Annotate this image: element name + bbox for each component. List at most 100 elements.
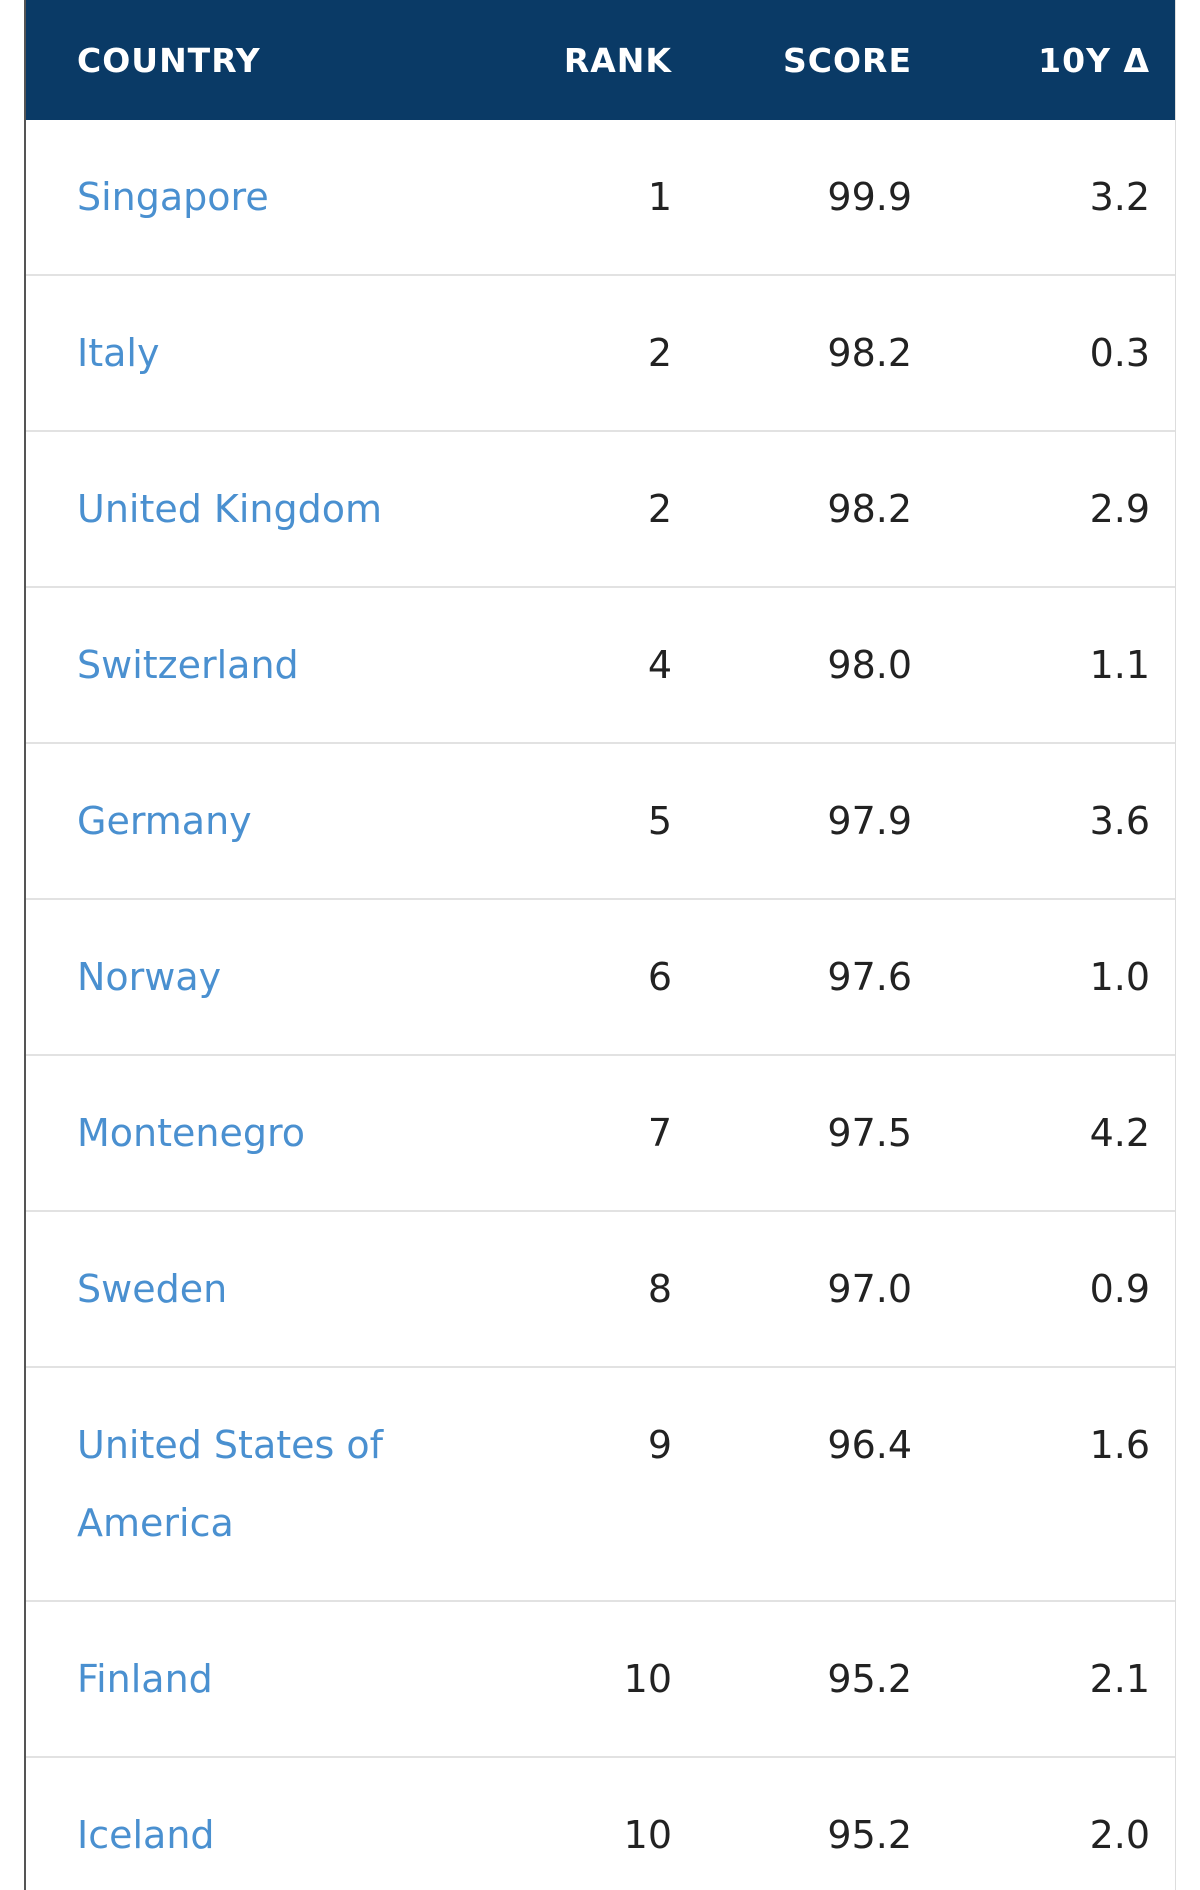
cell-value: 97.6 <box>827 955 912 999</box>
table-row: Italy 2 98.2 0.3 <box>26 275 1175 432</box>
country-link: Finland <box>26 1601 496 1758</box>
table-body: Singapore 1 99.9 3.2 Italy 2 98.2 0.3 United Kin… <box>26 120 1175 1890</box>
country-name[interactable]: United States of America <box>77 1423 384 1545</box>
cell-value: 6 <box>647 955 672 999</box>
cell: 0.9 <box>912 1211 1175 1368</box>
table-row: United Kingdom 2 98.2 2.9 <box>26 431 1175 588</box>
country-name[interactable]: Finland <box>77 1657 213 1701</box>
cell-value: 7 <box>647 1111 672 1155</box>
cell-value: 0.9 <box>1089 1267 1150 1311</box>
table-header: COUNTRY RANK SCORE 10Y Δ <box>26 0 1175 120</box>
cell-value: 1.6 <box>1089 1423 1150 1467</box>
table-row: Norway 6 97.6 1.0 <box>26 899 1175 1056</box>
cell: 2.9 <box>912 431 1175 588</box>
cell: 1.0 <box>912 899 1175 1056</box>
country-link: Singapore <box>26 120 496 276</box>
cell-value: 95.2 <box>827 1813 912 1857</box>
table-row: Germany 5 97.9 3.6 <box>26 743 1175 900</box>
cell-value: 2.9 <box>1089 487 1150 531</box>
cell-value: 0.3 <box>1089 331 1150 375</box>
table-row: Sweden 8 97.0 0.9 <box>26 1211 1175 1368</box>
column-header[interactable]: SCORE <box>672 0 912 120</box>
cell: 10 <box>496 1757 672 1890</box>
cell-value: 2.1 <box>1089 1657 1150 1701</box>
cell: 3.2 <box>912 120 1175 276</box>
cell-value: 4 <box>647 643 672 687</box>
cell: 97.5 <box>672 1055 912 1212</box>
cell-value: 2 <box>647 487 672 531</box>
table-row: Singapore 1 99.9 3.2 <box>26 120 1175 276</box>
cell: 0.3 <box>912 275 1175 432</box>
cell-value: 10 <box>623 1657 672 1701</box>
cell-value: 98.2 <box>827 331 912 375</box>
cell: 5 <box>496 743 672 900</box>
table-row: Iceland 10 95.2 2.0 <box>26 1757 1175 1890</box>
country-link: Montenegro <box>26 1055 496 1212</box>
cell: 98.2 <box>672 275 912 432</box>
country-name[interactable]: Switzerland <box>77 643 299 687</box>
country-name[interactable]: Singapore <box>77 175 269 219</box>
column-header[interactable]: RANK <box>496 0 672 120</box>
country-link: Italy <box>26 275 496 432</box>
cell: 1.6 <box>912 1367 1175 1602</box>
cell: 7 <box>496 1055 672 1212</box>
table-row: Switzerland 4 98.0 1.1 <box>26 587 1175 744</box>
column-header[interactable]: 10Y Δ <box>912 0 1175 120</box>
country-name[interactable]: Sweden <box>77 1267 228 1311</box>
cell: 98.2 <box>672 431 912 588</box>
country-name[interactable]: United Kingdom <box>77 487 383 531</box>
ranking-table-container: COUNTRY RANK SCORE 10Y Δ Singapore 1 99.9 3.2 I… <box>24 0 1176 1890</box>
cell: 8 <box>496 1211 672 1368</box>
country-link: United States of America <box>26 1367 496 1602</box>
ranking-table: COUNTRY RANK SCORE 10Y Δ Singapore 1 99.9 3.2 I… <box>26 0 1175 1890</box>
cell: 2 <box>496 275 672 432</box>
cell-value: 4.2 <box>1089 1111 1150 1155</box>
cell: 10 <box>496 1601 672 1758</box>
country-name[interactable]: Italy <box>77 331 160 375</box>
country-name[interactable]: Norway <box>77 955 222 999</box>
country-name[interactable]: Iceland <box>77 1813 215 1857</box>
cell: 97.0 <box>672 1211 912 1368</box>
cell-value: 96.4 <box>827 1423 912 1467</box>
cell-value: 3.6 <box>1089 799 1150 843</box>
cell-value: 98.0 <box>827 643 912 687</box>
cell: 1 <box>496 120 672 276</box>
cell: 97.6 <box>672 899 912 1056</box>
country-link: Iceland <box>26 1757 496 1890</box>
cell-value: 5 <box>647 799 672 843</box>
country-name[interactable]: Montenegro <box>77 1111 306 1155</box>
cell: 6 <box>496 899 672 1056</box>
column-header[interactable]: COUNTRY <box>26 0 496 120</box>
cell: 2.0 <box>912 1757 1175 1890</box>
cell: 2.1 <box>912 1601 1175 1758</box>
cell-value: 2.0 <box>1089 1813 1150 1857</box>
cell-value: 99.9 <box>827 175 912 219</box>
cell: 96.4 <box>672 1367 912 1602</box>
country-link: Norway <box>26 899 496 1056</box>
country-link: Sweden <box>26 1211 496 1368</box>
cell-value: 98.2 <box>827 487 912 531</box>
cell: 3.6 <box>912 743 1175 900</box>
cell-value: 95.2 <box>827 1657 912 1701</box>
cell-value: 9 <box>647 1423 672 1467</box>
cell: 95.2 <box>672 1757 912 1890</box>
cell-value: 97.0 <box>827 1267 912 1311</box>
country-link: Germany <box>26 743 496 900</box>
country-link: Switzerland <box>26 587 496 744</box>
cell: 95.2 <box>672 1601 912 1758</box>
cell-value: 10 <box>623 1813 672 1857</box>
cell-value: 8 <box>647 1267 672 1311</box>
cell-value: 1 <box>647 175 672 219</box>
cell: 98.0 <box>672 587 912 744</box>
cell: 2 <box>496 431 672 588</box>
cell-value: 1.1 <box>1089 643 1150 687</box>
table-row: Montenegro 7 97.5 4.2 <box>26 1055 1175 1212</box>
header-row: COUNTRY RANK SCORE 10Y Δ <box>26 0 1175 120</box>
country-name[interactable]: Germany <box>77 799 252 843</box>
cell-value: 97.5 <box>827 1111 912 1155</box>
country-link: United Kingdom <box>26 431 496 588</box>
cell-value: 97.9 <box>827 799 912 843</box>
cell: 4.2 <box>912 1055 1175 1212</box>
cell-value: 2 <box>647 331 672 375</box>
